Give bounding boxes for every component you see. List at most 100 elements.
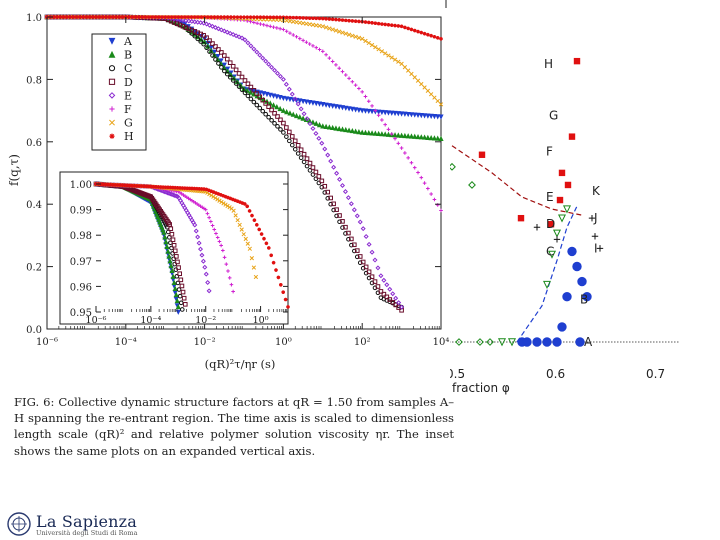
data-point — [168, 18, 174, 24]
data-point — [325, 152, 331, 158]
data-point — [336, 104, 342, 110]
inset-data-point — [178, 186, 182, 190]
data-point — [372, 130, 378, 136]
inset-data-point — [163, 239, 169, 245]
data-point — [370, 104, 374, 108]
data-point — [310, 100, 316, 106]
data-point — [81, 15, 85, 19]
data-point — [321, 16, 325, 21]
data-point — [435, 114, 441, 120]
data-point — [345, 195, 351, 201]
data-point — [183, 18, 189, 24]
phase-point — [568, 133, 576, 140]
data-point — [359, 108, 365, 114]
data-point — [422, 31, 427, 36]
data-point — [337, 176, 343, 182]
legend-label: B — [124, 49, 132, 62]
data-point — [328, 201, 333, 207]
data-point — [392, 110, 398, 117]
data-point — [322, 146, 328, 152]
data-point — [422, 181, 427, 185]
data-point — [369, 42, 375, 48]
legend-label: D — [124, 76, 133, 89]
data-point — [183, 15, 187, 19]
legend-marker — [109, 119, 115, 126]
data-point — [257, 94, 263, 100]
data-point — [372, 279, 378, 284]
data-point — [263, 58, 269, 64]
phase-boundary-line — [516, 205, 578, 343]
data-point — [74, 15, 79, 19]
data-point — [346, 106, 352, 112]
data-point — [127, 15, 131, 19]
legend-marker — [108, 78, 116, 85]
data-point — [254, 91, 260, 96]
data-point — [272, 121, 277, 126]
inset-data-point — [202, 264, 208, 270]
data-point — [378, 289, 384, 294]
data-point — [298, 16, 302, 20]
data-point — [432, 95, 437, 100]
inset-data-point — [173, 291, 179, 298]
data-point — [267, 92, 273, 98]
data-point — [260, 108, 266, 114]
phase-point — [532, 337, 542, 347]
inset-data-point — [175, 303, 181, 310]
data-point — [373, 108, 378, 113]
data-point — [337, 29, 342, 34]
data-point — [328, 195, 333, 201]
data-point — [215, 15, 220, 19]
data-point — [429, 192, 433, 196]
data-point — [352, 242, 357, 248]
data-point — [313, 176, 319, 182]
data-point — [257, 105, 263, 111]
data-point — [210, 41, 215, 46]
data-point — [373, 45, 378, 50]
data-point — [212, 25, 218, 31]
inset-data-point — [173, 185, 177, 190]
data-point — [293, 112, 300, 119]
data-point — [319, 140, 325, 146]
data-point — [239, 74, 245, 80]
data-point — [242, 15, 246, 19]
data-point — [333, 104, 339, 110]
data-point — [331, 201, 336, 207]
data-point — [381, 291, 387, 297]
phase-point-label: I — [594, 241, 598, 255]
legend-box — [91, 33, 147, 151]
data-point — [334, 213, 339, 219]
data-point — [287, 110, 293, 116]
data-point — [428, 134, 434, 141]
data-point — [266, 104, 271, 110]
inset-data-point — [115, 183, 120, 187]
data-point — [343, 224, 348, 230]
data-point — [294, 20, 299, 25]
data-point — [213, 44, 218, 49]
data-point — [281, 120, 286, 126]
inset-data-point — [178, 277, 184, 283]
inset-data-point — [166, 185, 170, 190]
inset-data-point — [176, 265, 181, 270]
inset-data-point — [243, 236, 248, 242]
data-point — [349, 242, 354, 248]
data-point — [314, 45, 319, 50]
data-point — [369, 249, 375, 255]
data-point — [428, 113, 434, 119]
data-point — [301, 111, 307, 117]
data-point — [366, 20, 371, 25]
data-point — [292, 138, 298, 144]
inset-data-point — [214, 231, 218, 236]
data-point — [325, 196, 331, 201]
data-point — [327, 56, 332, 60]
data-point — [350, 33, 355, 38]
inset-data-point — [262, 236, 266, 241]
inset-plot: 0.95 0.96 0.97 0.98 0.99 1.00 10⁻⁶ 10⁻⁴ 10⁻² 10⁰ — [59, 171, 290, 326]
data-point — [319, 178, 325, 184]
data-point — [298, 147, 304, 153]
inset-data-point — [195, 186, 199, 191]
data-point — [396, 24, 401, 28]
data-point — [340, 69, 345, 74]
x-tick-label: 10⁻⁴ — [115, 337, 137, 348]
data-point — [268, 15, 273, 20]
inset-data-point — [238, 200, 242, 204]
